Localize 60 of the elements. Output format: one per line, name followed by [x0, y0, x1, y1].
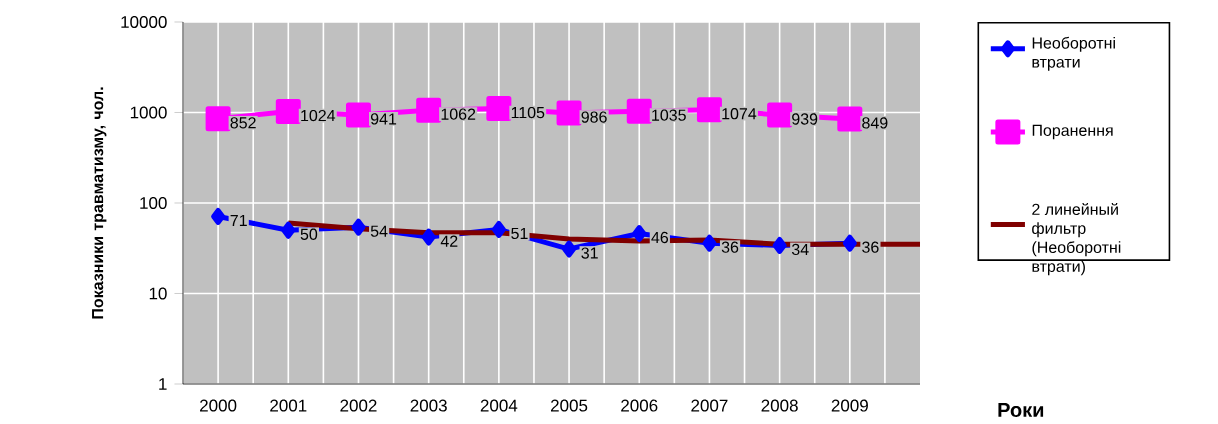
- point: [416, 97, 442, 123]
- point: [281, 221, 296, 239]
- data-label: 939: [792, 113, 818, 125]
- data-label: 1024: [301, 109, 336, 122]
- data-label: 941: [370, 113, 397, 125]
- point: [562, 240, 577, 258]
- data-label: 986: [581, 111, 607, 123]
- x-tick-label: 2003: [410, 399, 447, 412]
- point: [556, 100, 582, 126]
- point: [772, 236, 787, 254]
- y-tick-label: 100: [140, 197, 167, 210]
- x-tick-label: 2000: [200, 399, 237, 412]
- data-label: 849: [862, 117, 888, 129]
- legend-label: Поранення: [1032, 124, 1113, 140]
- legend-label: Необоротні втрати: [1032, 36, 1115, 71]
- data-label: 42: [440, 235, 458, 247]
- point: [275, 99, 301, 125]
- x-axis-title: Роки: [998, 403, 1044, 418]
- data-label: 36: [721, 241, 739, 253]
- point: [696, 97, 722, 123]
- y-tick-label: 10: [149, 287, 167, 300]
- x-tick-label: 2002: [340, 399, 377, 412]
- point: [205, 106, 231, 132]
- legend-label: 2 линейный фильтр (Необоротні втрати): [1032, 202, 1121, 276]
- point: [351, 218, 366, 236]
- y-axis-title: Показники травматизму, чол.: [92, 87, 107, 319]
- x-tick-label: 2005: [551, 399, 588, 412]
- point: [345, 102, 371, 128]
- data-label: 1074: [722, 108, 757, 120]
- data-label: 1062: [441, 108, 476, 120]
- data-label: 54: [370, 225, 388, 237]
- y-tick-label: 10000: [121, 16, 167, 29]
- point: [837, 106, 863, 132]
- point: [626, 98, 652, 124]
- point: [486, 96, 512, 122]
- point: [491, 220, 506, 238]
- point: [702, 234, 717, 252]
- data-label: 71: [230, 214, 247, 226]
- x-tick-label: 2001: [270, 399, 307, 412]
- data-label: 1035: [652, 109, 686, 121]
- x-tick-label: 2008: [761, 399, 798, 412]
- y-tick-label: 1: [159, 378, 167, 390]
- data-label: 31: [581, 247, 598, 259]
- x-tick-label: 2004: [480, 399, 518, 412]
- y-tick-label: 1000: [130, 106, 167, 119]
- x-tick-label: 2009: [831, 399, 868, 412]
- point: [632, 225, 647, 243]
- point: [767, 102, 793, 128]
- data-label: 36: [862, 241, 879, 253]
- data-label: 46: [651, 231, 669, 244]
- data-label: 1105: [511, 106, 545, 119]
- data-label: 852: [230, 117, 256, 129]
- x-tick-label: 2006: [621, 399, 658, 412]
- point: [421, 228, 436, 246]
- point: [211, 207, 226, 225]
- data-label: 50: [300, 228, 318, 240]
- point: [842, 234, 857, 252]
- x-tick-label: 2007: [691, 399, 728, 412]
- data-label: 51: [511, 227, 528, 240]
- data-label: 34: [791, 243, 809, 256]
